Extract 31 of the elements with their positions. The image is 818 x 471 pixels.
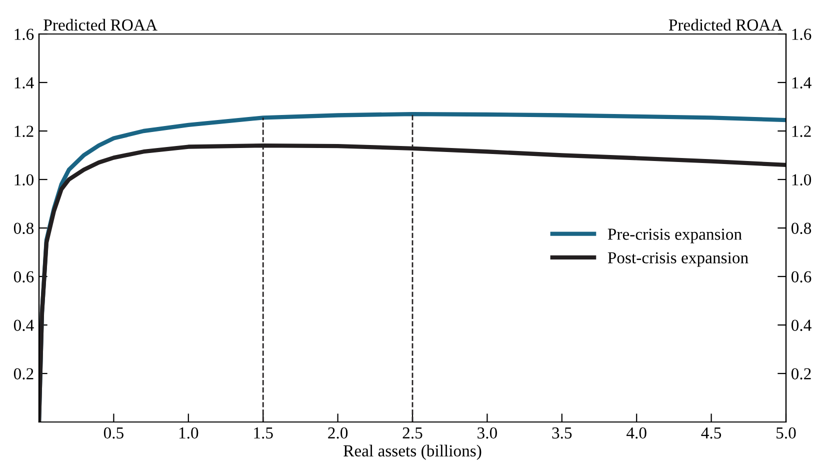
x-tick-label: 1.0 bbox=[179, 427, 198, 439]
y2-tick-label: 0.8 bbox=[791, 222, 812, 234]
y-tick-label: 1.4 bbox=[14, 77, 34, 89]
y2-tick-label: 0.2 bbox=[791, 368, 811, 380]
x-tick-label: 2.0 bbox=[328, 427, 348, 439]
y-tick-label: 1.0 bbox=[14, 174, 34, 186]
x-tick-label: 2.5 bbox=[402, 427, 422, 439]
y2-axis-title: Predicted ROAA bbox=[668, 18, 783, 31]
legend-label: Pre-crisis expansion bbox=[608, 228, 742, 244]
y2-tick-label: 0.6 bbox=[791, 271, 812, 283]
x-tick-label: 4.5 bbox=[701, 427, 722, 439]
x-tick-label: 5.0 bbox=[776, 427, 796, 439]
y2-tick-label: 1.6 bbox=[792, 28, 812, 40]
x-tick-label: 4.0 bbox=[626, 427, 646, 439]
x-tick-label: 1.5 bbox=[254, 427, 273, 439]
y2-tick-label: 1.2 bbox=[792, 126, 811, 138]
y-tick-label: 0.2 bbox=[14, 368, 34, 380]
y-tick-label: 0.4 bbox=[14, 320, 34, 332]
x-tick-label: 0.5 bbox=[104, 427, 124, 439]
y2-tick-label: 0.4 bbox=[791, 320, 812, 332]
y2-tick-label: 1.4 bbox=[792, 77, 812, 89]
x-tick-label: 3.5 bbox=[552, 427, 572, 439]
y-tick-label: 1.6 bbox=[14, 28, 34, 40]
legend-label: Post-crisis expansion bbox=[608, 252, 748, 267]
x-axis-title: Real assets (billions) bbox=[344, 444, 482, 460]
y-tick-label: 1.2 bbox=[14, 126, 34, 138]
y-axis-title: Predicted ROAA bbox=[44, 18, 158, 31]
x-tick-label: 3.0 bbox=[478, 427, 497, 439]
y2-tick-label: 1.0 bbox=[792, 174, 812, 186]
y-tick-label: 0.8 bbox=[14, 222, 34, 234]
y-tick-label: 0.6 bbox=[14, 271, 34, 283]
